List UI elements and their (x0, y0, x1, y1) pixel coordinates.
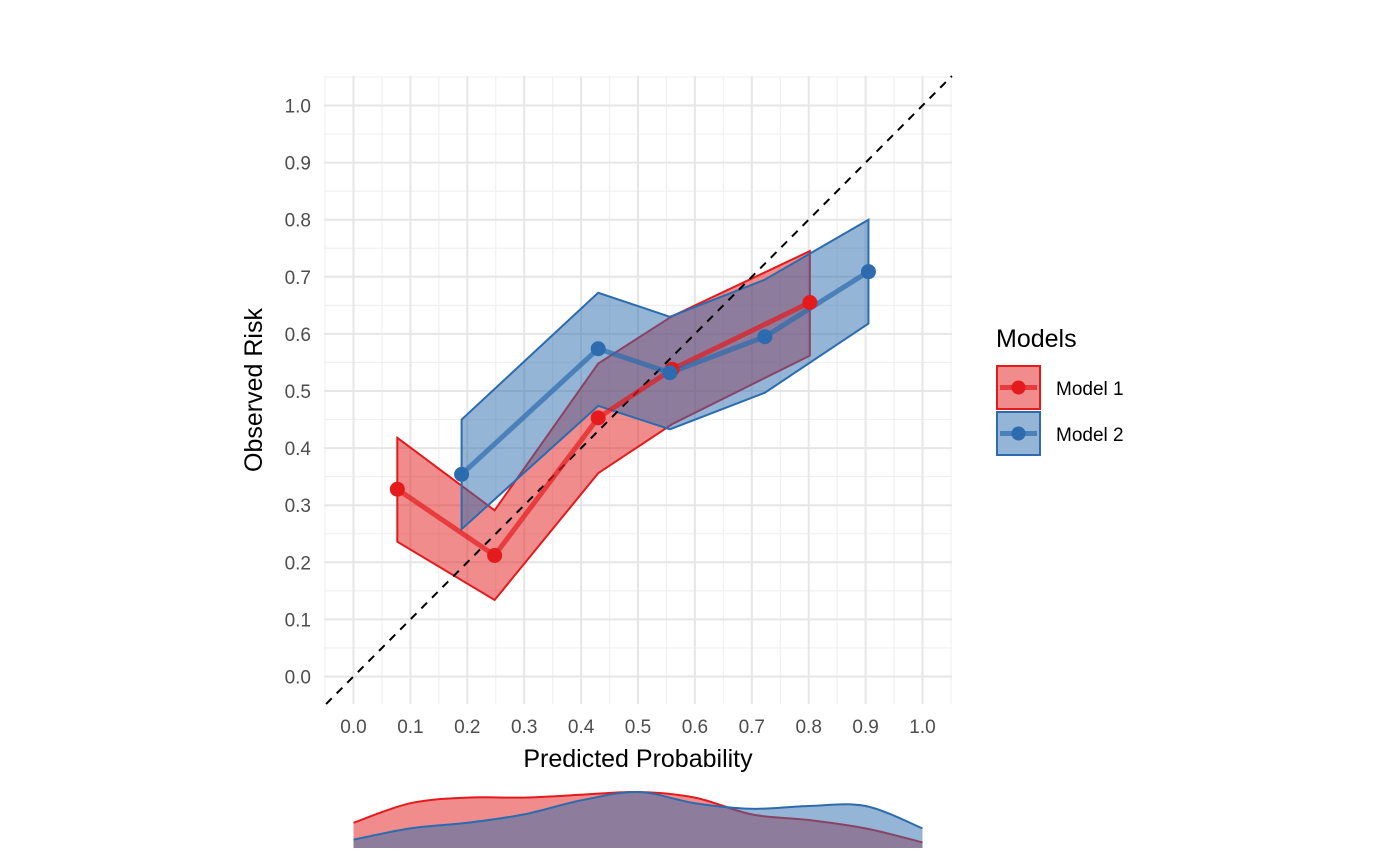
y-tick-label: 0.9 (285, 154, 311, 175)
x-tick-labels: 0.0 0.1 0.2 0.3 0.4 0.5 0.6 0.7 0.8 0.9 1.0 (340, 717, 935, 738)
x-tick-label: 0.1 (397, 717, 423, 738)
model-1-legend-point (1011, 380, 1026, 395)
x-tick-label: 1.0 (909, 717, 935, 738)
legend-item-model-2: Model 2 (996, 411, 1124, 456)
x-tick-label: 0.9 (852, 717, 878, 738)
model-1-point (389, 481, 405, 497)
model-2-point (662, 365, 678, 381)
density-plot (353, 790, 923, 848)
model-1-point (802, 294, 818, 310)
legend-item-model-1: Model 1 (996, 365, 1124, 410)
x-tick-label: 0.8 (795, 717, 821, 738)
reference-diagonal-line (325, 75, 953, 705)
y-tick-label: 1.0 (285, 97, 311, 118)
y-axis-title: Observed Risk (240, 308, 268, 472)
y-tick-label: 0.4 (285, 439, 312, 460)
y-tick-label: 0.8 (285, 211, 311, 232)
model-2-point (454, 466, 470, 482)
x-axis-title: Predicted Probability (523, 745, 753, 773)
x-tick-label: 0.5 (625, 717, 651, 738)
legend-items: Model 1 Model 2 (996, 365, 1124, 456)
model-1-point (487, 547, 503, 563)
y-tick-label: 0.5 (285, 382, 311, 403)
x-tick-label: 0.2 (454, 717, 480, 738)
model-2-point (757, 329, 773, 345)
x-tick-label: 0.4 (568, 717, 595, 738)
legend: Models Model 1 Model 2 (996, 325, 1124, 456)
model-2-density-line (353, 790, 923, 841)
model-2-density-area (353, 791, 923, 848)
model-2-point (860, 264, 876, 280)
model-1-legend-label: Model 1 (1056, 379, 1124, 400)
series-points (389, 264, 876, 563)
y-tick-label: 0.3 (285, 496, 311, 517)
x-tick-label: 0.6 (682, 717, 708, 738)
y-tick-label: 0.7 (285, 268, 311, 289)
model-2-legend-point (1011, 426, 1026, 441)
x-tick-label: 0.7 (739, 717, 765, 738)
model-1-point (590, 410, 606, 426)
x-tick-label: 0.3 (511, 717, 537, 738)
model-2-point (590, 341, 606, 357)
legend-title: Models (996, 325, 1077, 353)
y-tick-label: 0.0 (285, 668, 311, 689)
model-2-legend-label: Model 2 (1056, 425, 1124, 446)
x-tick-label: 0.0 (340, 717, 366, 738)
y-tick-labels: 0.0 0.1 0.2 0.3 0.4 0.5 0.6 0.7 0.8 0.9 1.0 (285, 97, 312, 689)
y-tick-label: 0.1 (285, 610, 311, 631)
y-tick-label: 0.6 (285, 325, 311, 346)
y-tick-label: 0.2 (285, 553, 311, 574)
